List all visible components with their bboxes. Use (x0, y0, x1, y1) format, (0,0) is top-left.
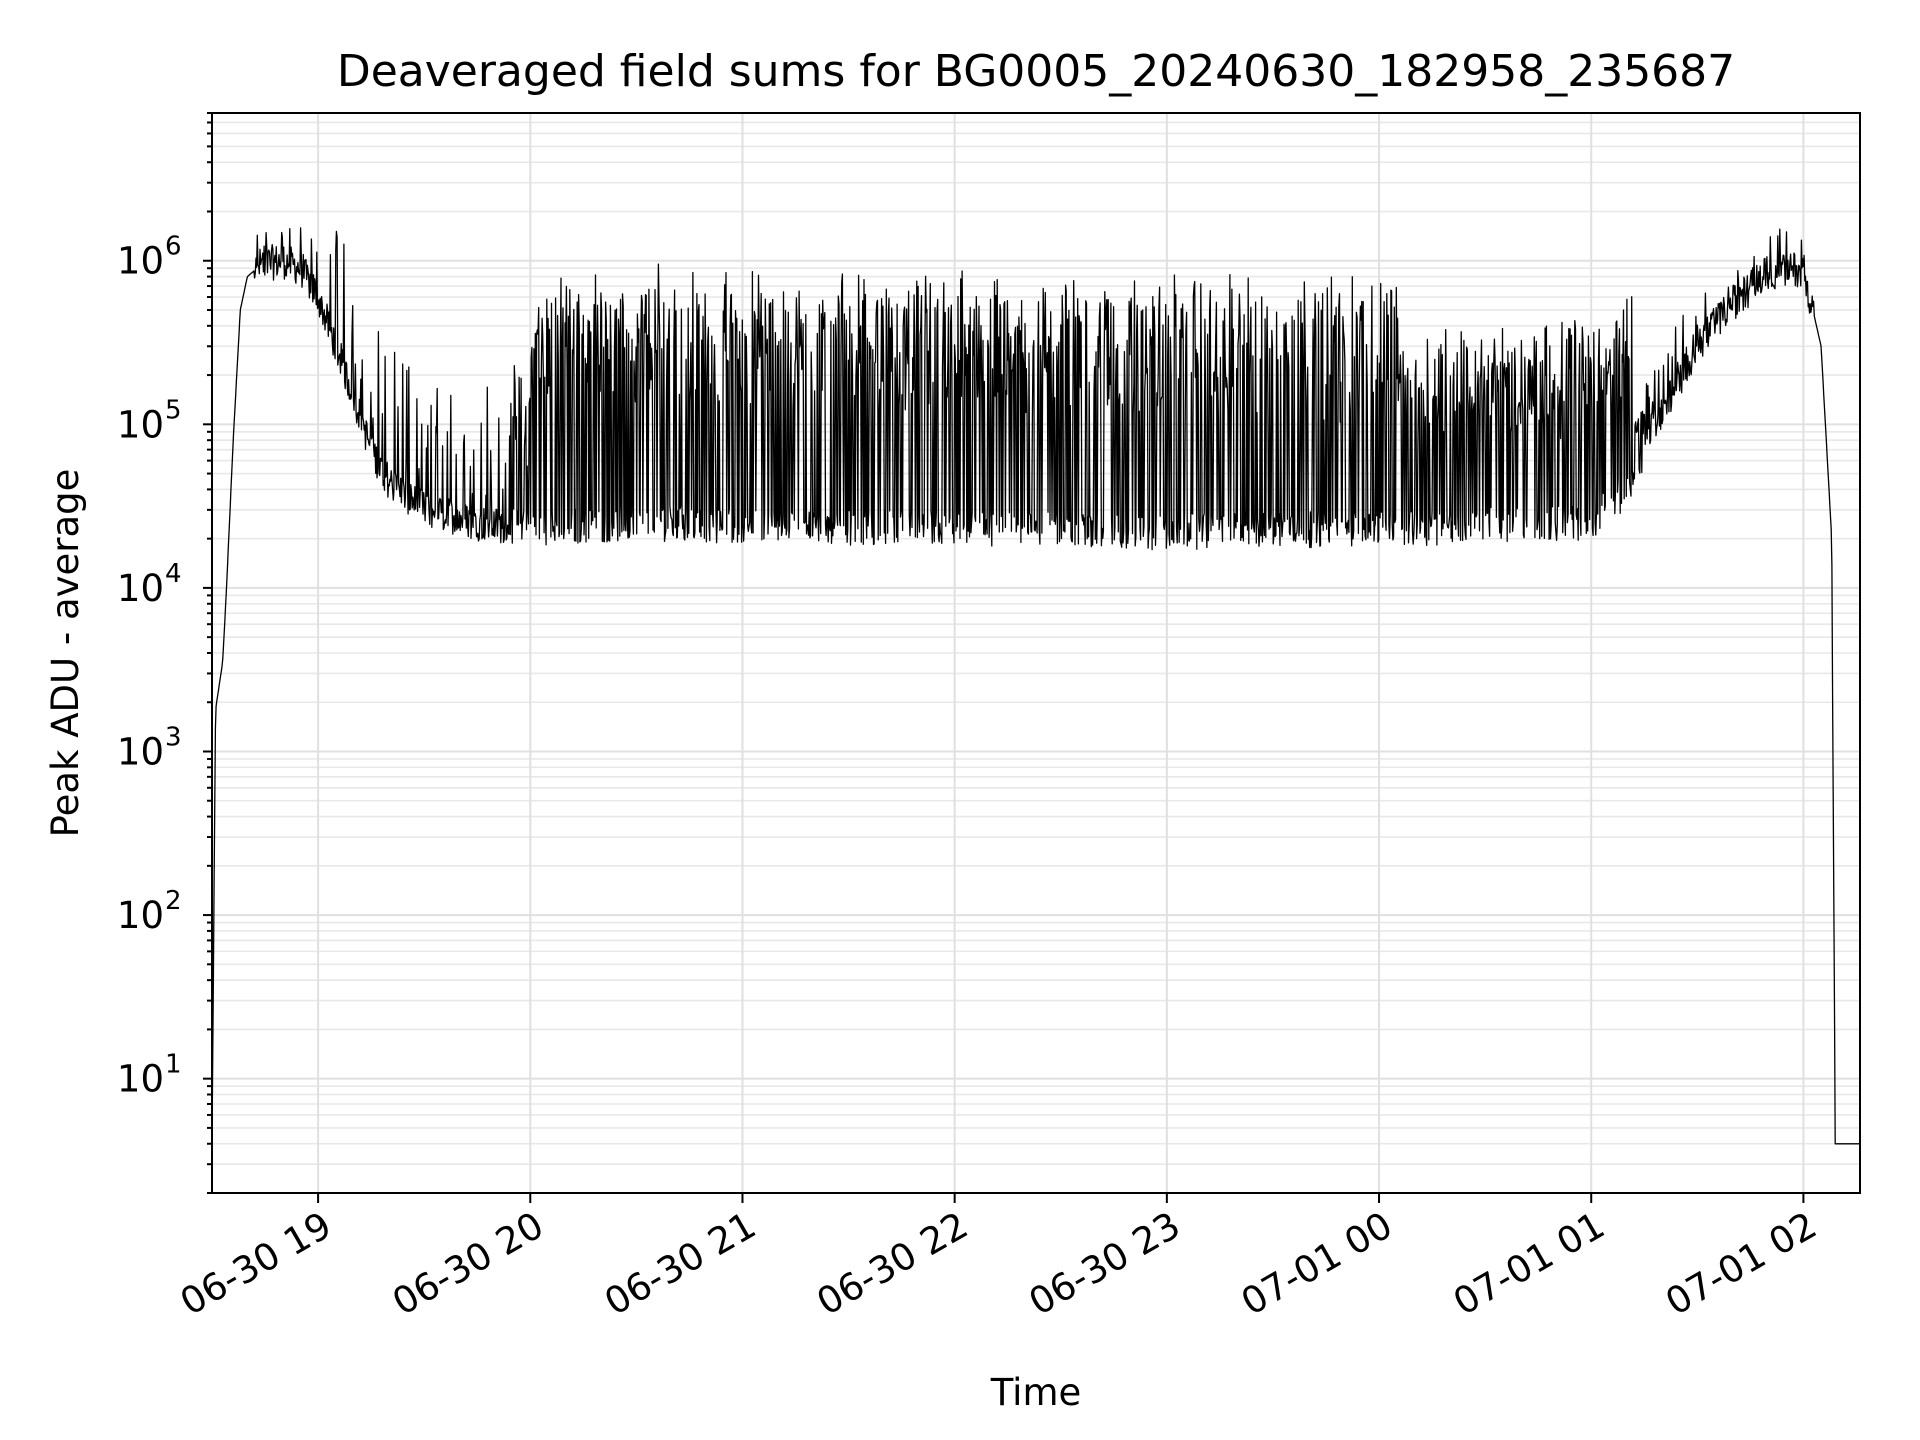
tick-layer (203, 112, 1805, 1203)
x-axis-label: Time (990, 1371, 1082, 1414)
y-tick-base: 10 (117, 567, 164, 610)
x-tick-label: 07-01 02 (1658, 1204, 1824, 1324)
y-tick-base: 10 (117, 730, 164, 773)
y-tick-label: 10 1 (117, 1050, 182, 1101)
y-tick-exponent: 2 (165, 886, 182, 916)
x-tick-label: 06-30 19 (173, 1204, 339, 1324)
grid-layer (212, 112, 1860, 1194)
y-tick-exponent: 5 (165, 395, 182, 425)
y-tick-exponent: 1 (165, 1050, 182, 1080)
y-tick-label: 10 3 (117, 722, 182, 773)
y-tick-exponent: 3 (165, 722, 182, 752)
y-tick-label: 10 2 (117, 886, 182, 937)
x-tick-label: 07-01 01 (1446, 1204, 1612, 1324)
series-layer (211, 227, 1860, 1145)
y-tick-label: 10 6 (117, 232, 182, 283)
y-tick-base: 10 (117, 1058, 164, 1101)
y-tick-label: 10 5 (117, 395, 182, 446)
x-tick-label: 06-30 21 (597, 1204, 763, 1324)
chart-title: Deaveraged field sums for BG0005_2024063… (337, 46, 1735, 97)
y-tick-base: 10 (117, 240, 164, 283)
y-axis-label: Peak ADU - average (44, 469, 87, 838)
x-tick-label: 06-30 23 (1022, 1204, 1188, 1324)
series-line (211, 227, 1860, 1145)
y-tick-base: 10 (117, 894, 164, 937)
y-tick-base: 10 (117, 403, 164, 446)
y-tick-label: 10 4 (117, 559, 182, 610)
x-tick-label: 06-30 22 (810, 1204, 976, 1324)
x-tick-label: 06-30 20 (385, 1204, 551, 1324)
y-tick-exponent: 4 (165, 559, 182, 589)
x-tick-label: 07-01 00 (1234, 1204, 1400, 1324)
x-tick-labels: 06-30 19 06-30 20 06-30 21 06-30 22 06-30 23… (173, 1204, 1824, 1324)
y-tick-exponent: 6 (165, 232, 182, 262)
